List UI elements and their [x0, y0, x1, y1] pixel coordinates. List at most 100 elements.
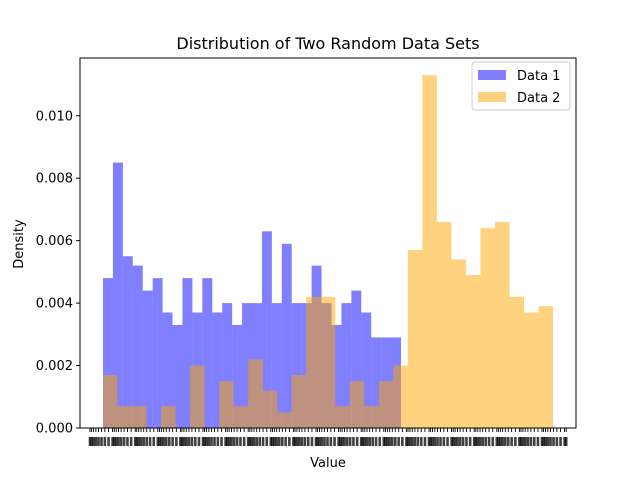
x-tick-label-glyph — [165, 437, 168, 446]
x-tick-label-glyph — [439, 437, 442, 446]
x-tick-label-glyph — [338, 437, 342, 446]
x-tick-label-glyph — [133, 437, 137, 446]
x-tick-label-glyph — [446, 437, 449, 446]
x-tick-label-glyph — [92, 437, 95, 446]
x-tick-label-glyph — [205, 437, 208, 446]
x-tick-label-glyph — [216, 437, 220, 446]
bar-data2 — [320, 296, 336, 428]
x-tick-label-glyph — [429, 437, 432, 446]
x-tick-label-glyph — [193, 437, 197, 446]
x-tick-label-glyph — [495, 437, 499, 446]
x-tick-label-glyph — [232, 437, 236, 446]
x-tick-label-glyph — [258, 437, 261, 446]
x-tick-label-glyph — [423, 437, 427, 446]
legend: Data 1 Data 2 — [471, 61, 571, 111]
x-tick-label-glyph — [453, 437, 457, 446]
x-tick-label-glyph — [246, 437, 250, 446]
x-tick-label-glyph — [310, 437, 314, 446]
x-tick-label-glyph — [201, 437, 205, 446]
y-tick-label: 0.006 — [36, 234, 73, 249]
x-tick-label-glyph — [487, 437, 491, 446]
x-tick-label-glyph — [442, 437, 446, 446]
bar-data2 — [509, 296, 524, 428]
x-tick-label-glyph — [160, 437, 163, 446]
x-tick-label-glyph — [314, 437, 318, 446]
x-tick-label-glyph — [456, 437, 459, 446]
x-tick-label-glyph — [182, 437, 186, 446]
x-tick-label-glyph — [207, 437, 211, 446]
x-tick-label-glyph — [499, 437, 502, 446]
x-tick-label-glyph — [507, 437, 510, 446]
x-tick-label-glyph — [391, 437, 394, 446]
x-tick-label-glyph — [536, 437, 540, 446]
x-tick-label-glyph — [281, 437, 284, 446]
x-tick-label-glyph — [126, 437, 129, 446]
bar-data2 — [277, 412, 292, 428]
x-tick-label-glyph — [510, 437, 513, 446]
bar-data2 — [248, 359, 263, 428]
x-tick-label-glyph — [472, 437, 476, 446]
x-tick-label-glyph — [559, 437, 562, 446]
x-tick-label-glyph — [401, 437, 404, 446]
x-tick-label-glyph — [514, 437, 517, 446]
x-tick-label-glyph — [374, 437, 378, 446]
x-tick-label-glyph — [135, 437, 139, 446]
x-tick-label-glyph — [111, 437, 114, 446]
x-tick-label-glyph — [497, 437, 500, 446]
x-tick-label-glyph — [239, 437, 242, 446]
x-tick-label-glyph — [363, 437, 367, 446]
bar-data2 — [407, 250, 423, 428]
x-tick-label-glyph — [546, 437, 550, 446]
x-tick-label-glyph — [90, 437, 93, 446]
x-tick-label-glyph — [213, 437, 216, 446]
x-tick-label-glyph — [465, 437, 468, 446]
x-tick-label-glyph — [451, 437, 455, 446]
x-tick-label-glyph — [158, 437, 161, 446]
bar-data1 — [351, 290, 362, 428]
x-tick-label-glyph — [352, 437, 355, 446]
bar-data1 — [281, 243, 292, 428]
bar-data1 — [331, 324, 342, 428]
x-tick-label-glyph — [378, 437, 382, 446]
bar-data2 — [291, 374, 307, 428]
x-tick-label-glyph — [529, 437, 533, 446]
bar-data2 — [233, 406, 249, 428]
x-tick-label-glyph — [345, 437, 349, 446]
x-tick-label-glyph — [230, 437, 233, 446]
bar-data2 — [262, 390, 278, 428]
bar-data1 — [172, 324, 183, 428]
bar-data2 — [103, 374, 118, 428]
bar-data2 — [117, 406, 133, 428]
x-tick-label-glyph — [227, 437, 231, 446]
bar-data2 — [436, 221, 452, 428]
bar-data1 — [291, 303, 302, 428]
bar-data1 — [222, 303, 233, 428]
bar-data2 — [349, 381, 365, 428]
x-tick-label-glyph — [242, 437, 246, 446]
x-tick-label-glyph — [248, 437, 252, 446]
x-tick-label-glyph — [152, 437, 156, 446]
x-tick-label-glyph — [190, 437, 194, 446]
x-tick-label-glyph — [405, 437, 408, 446]
x-tick-label-glyph — [197, 437, 201, 446]
x-tick-label-glyph — [484, 437, 487, 446]
series-data2-bars — [103, 75, 553, 428]
legend-label-data2: Data 2 — [517, 91, 560, 106]
y-tick-label: 0.008 — [36, 172, 73, 187]
x-tick-label-glyph — [386, 437, 389, 446]
x-tick-label-glyph — [119, 437, 123, 446]
x-tick-label-glyph — [408, 437, 412, 446]
bar-data1 — [232, 324, 243, 428]
bar-data1 — [112, 162, 123, 428]
x-tick-label-glyph — [180, 437, 184, 446]
x-axis-label: Value — [310, 456, 346, 471]
x-tick-label-glyph — [94, 437, 98, 446]
x-tick-label-glyph — [458, 437, 462, 446]
y-axis: 0.000 0.002 0.004 0.006 0.008 0.010 — [36, 109, 80, 437]
x-tick-label-glyph — [555, 437, 559, 446]
x-tick-label-glyph — [112, 437, 116, 446]
x-tick-label-glyph — [476, 437, 480, 446]
x-tick-label-glyph — [297, 437, 301, 446]
bar-data1 — [202, 278, 213, 428]
